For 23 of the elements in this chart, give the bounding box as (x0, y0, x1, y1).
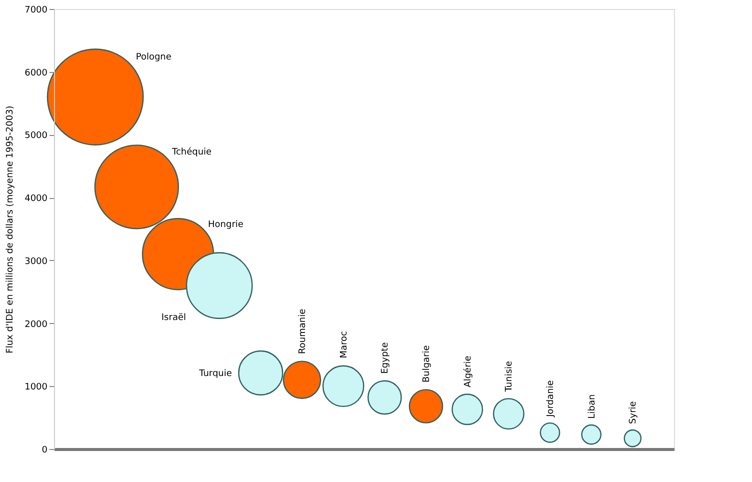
annotation: Jordanie (546, 380, 556, 418)
y-tick-label: 7000 (24, 6, 48, 16)
annotation: Tunisie (504, 360, 515, 393)
y-tick-label: 0 (42, 446, 48, 456)
annotation: Hongrie (208, 220, 244, 230)
annotation: Maroc (339, 330, 350, 358)
annotation: Pologne (136, 52, 172, 62)
y-tick-label: 6000 (24, 68, 48, 78)
annotation: Liban (587, 394, 598, 419)
y-tick-label: 4000 (24, 194, 48, 204)
annotation: Syrie (628, 400, 639, 424)
y-tick-label: 1000 (24, 382, 48, 393)
y-tick-label: 5000 (24, 131, 48, 142)
y-tick-label: 3000 (24, 256, 48, 267)
y-tick-label: 2000 (24, 320, 48, 330)
annotation: Egypte (380, 342, 391, 374)
annotation: Tchéquie (170, 146, 212, 158)
annotation: Roumanie (298, 308, 308, 354)
y-axis-title: Flux d'IDE en millions de dollars (moyenne 1995-2003) (6, 106, 16, 354)
annotation: Israël (161, 313, 186, 324)
annotation: Algérie (462, 355, 474, 388)
annotation: Turquie (198, 368, 232, 379)
annotation: Bulgarie (422, 344, 432, 383)
